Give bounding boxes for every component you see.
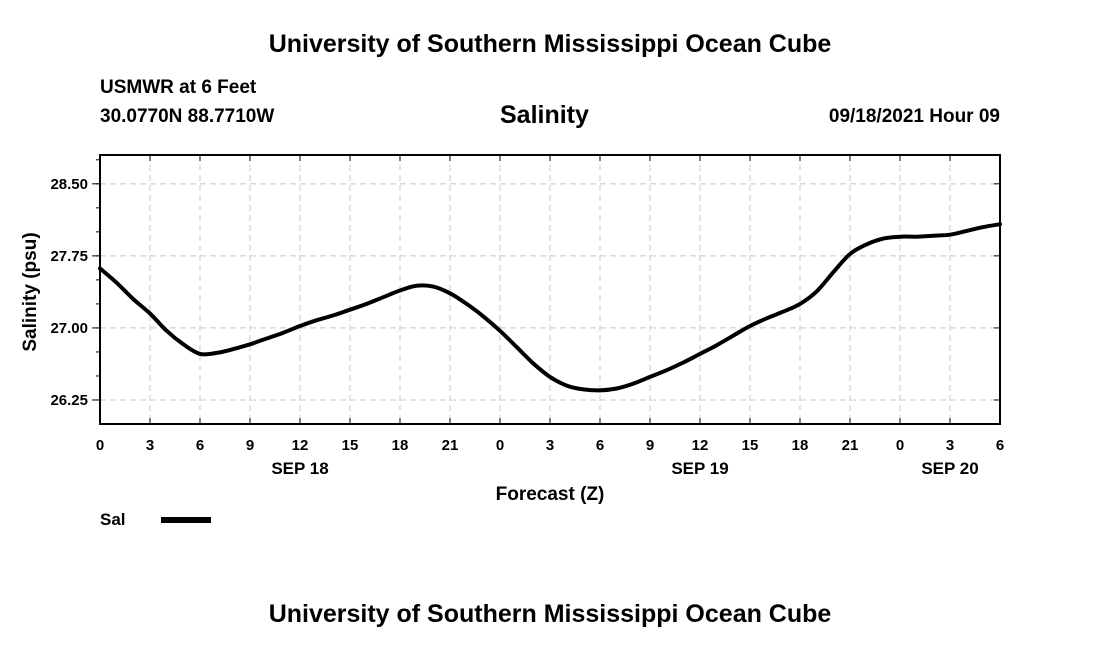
x-tick-label: 21 xyxy=(842,437,859,454)
x-tick-label: 21 xyxy=(442,437,459,454)
x-tick-label: 0 xyxy=(896,437,904,454)
x-tick-label: 6 xyxy=(996,437,1004,454)
y-tick-label: 26.25 xyxy=(50,392,88,409)
top-title: University of Southern Mississippi Ocean… xyxy=(268,30,832,58)
x-tick-label: 3 xyxy=(146,437,154,454)
forecast-datetime: 09/18/2021 Hour 09 xyxy=(828,106,1000,127)
y-tick-label: 28.50 xyxy=(50,176,88,193)
x-tick-label: 0 xyxy=(96,437,104,454)
x-axis-label: Forecast (Z) xyxy=(496,484,605,505)
station-name: USMWR at 6 Feet xyxy=(100,77,257,98)
chart-title: Salinity xyxy=(500,101,589,129)
x-tick-label: 3 xyxy=(946,437,954,454)
x-tick-label: 18 xyxy=(792,437,809,454)
salinity-series-line xyxy=(98,222,1002,393)
x-tick-label: 12 xyxy=(292,437,309,454)
x-tick-label: 15 xyxy=(342,437,359,454)
x-tick-label: 9 xyxy=(646,437,654,454)
x-tick-label: 15 xyxy=(742,437,759,454)
x-tick-label: 0 xyxy=(496,437,504,454)
bottom-title: University of Southern Mississippi Ocean… xyxy=(268,600,832,628)
date-label: SEP 19 xyxy=(671,459,728,478)
legend-label: Sal xyxy=(100,510,126,529)
legend-swatch xyxy=(161,517,211,523)
y-axis-label: Salinity (psu) xyxy=(20,232,41,351)
x-tick-label: 6 xyxy=(596,437,604,454)
x-tick-label: 3 xyxy=(546,437,554,454)
y-tick-label: 27.00 xyxy=(50,320,88,337)
date-label: SEP 18 xyxy=(271,459,328,478)
station-coordinates: 30.0770N 88.7710W xyxy=(100,106,275,127)
x-tick-label: 18 xyxy=(392,437,409,454)
date-label: SEP 20 xyxy=(921,459,978,478)
x-tick-label: 6 xyxy=(196,437,204,454)
y-tick-label: 27.75 xyxy=(50,248,88,265)
x-tick-label: 9 xyxy=(246,437,254,454)
x-tick-label: 12 xyxy=(692,437,709,454)
